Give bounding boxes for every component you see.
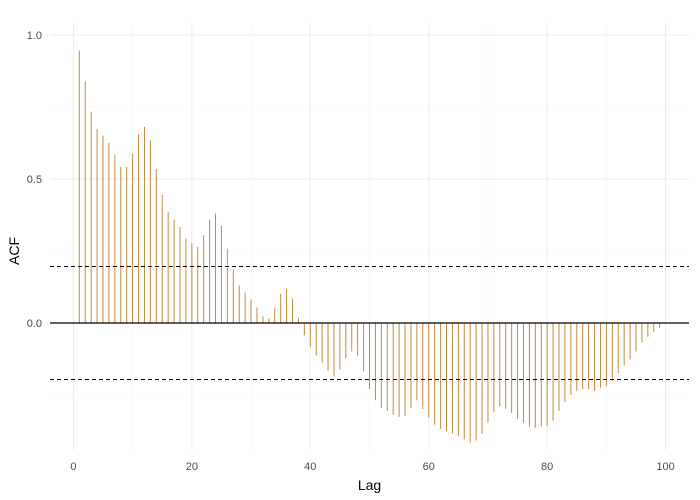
y-tick-label: 1.0 — [27, 30, 42, 42]
y-axis-tick-labels: 0.0 0.5 1.0 — [27, 30, 42, 330]
x-tick-label: 0 — [70, 461, 76, 473]
x-tick-label: 80 — [541, 461, 553, 473]
acf-bars — [78, 50, 661, 443]
x-axis-title: Lag — [358, 477, 381, 493]
x-tick-label: 40 — [304, 461, 316, 473]
x-tick-label: 100 — [656, 461, 674, 473]
x-axis-tick-labels: 0 20 40 60 80 100 — [70, 461, 674, 473]
reference-lines — [50, 266, 689, 380]
y-tick-label: 0.0 — [27, 318, 42, 330]
y-axis-title: ACF — [6, 237, 22, 265]
y-tick-label: 0.5 — [27, 174, 42, 186]
x-tick-label: 60 — [423, 461, 435, 473]
x-tick-label: 20 — [186, 461, 198, 473]
